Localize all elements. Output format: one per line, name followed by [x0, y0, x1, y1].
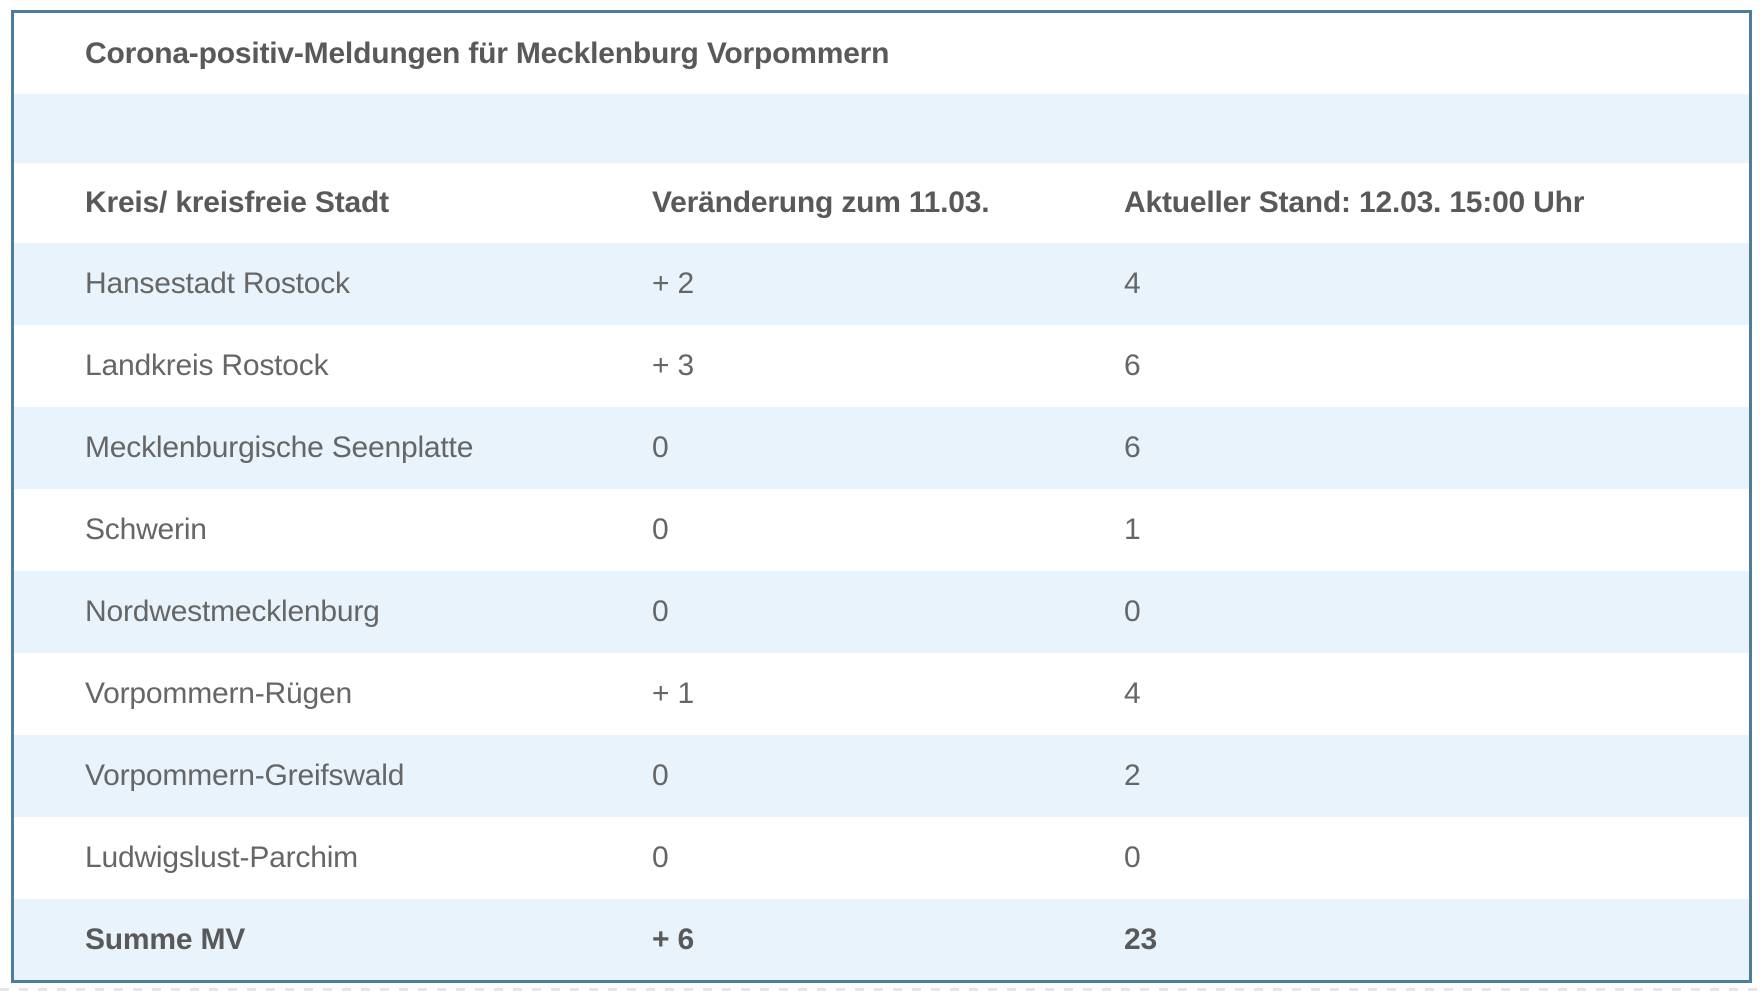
corona-table-panel: Corona-positiv-Meldungen für Mecklenburg…	[11, 10, 1752, 983]
cell-kreis: Hansestadt Rostock	[85, 267, 350, 300]
total-row: Summe MV + 6 23	[14, 899, 1750, 980]
header-row: Kreis/ kreisfreie Stadt Veränderung zum …	[14, 163, 1750, 243]
cell-kreis: Vorpommern-Rügen	[85, 677, 352, 710]
cell-kreis: Landkreis Rostock	[85, 349, 329, 382]
table-title-row: Corona-positiv-Meldungen für Mecklenburg…	[14, 13, 1750, 94]
table-row: Vorpommern-Greifswald 0 2	[14, 735, 1750, 817]
cell-veraenderung: 0	[652, 759, 669, 792]
total-veraenderung: + 6	[652, 922, 694, 956]
cell-kreis: Vorpommern-Greifswald	[85, 759, 405, 792]
table-row: Landkreis Rostock + 3 6	[14, 325, 1750, 407]
table-row: Mecklenburgische Seenplatte 0 6	[14, 407, 1750, 489]
column-header-veraenderung: Veränderung zum 11.03.	[652, 186, 990, 219]
cell-veraenderung: 0	[652, 595, 669, 628]
cell-veraenderung: 0	[652, 431, 669, 464]
cell-kreis: Schwerin	[85, 513, 207, 546]
total-stand: 23	[1124, 922, 1157, 956]
table-title: Corona-positiv-Meldungen für Mecklenburg…	[85, 36, 890, 70]
column-header-stand: Aktueller Stand: 12.03. 15:00 Uhr	[1124, 186, 1585, 219]
cell-veraenderung: 0	[652, 841, 669, 874]
cell-veraenderung: 0	[652, 513, 669, 546]
cell-stand: 6	[1124, 431, 1141, 464]
spacer-row	[14, 94, 1750, 163]
cell-stand: 2	[1124, 759, 1141, 792]
cell-stand: 1	[1124, 513, 1141, 546]
column-header-kreis: Kreis/ kreisfreie Stadt	[85, 186, 389, 219]
cell-veraenderung: + 1	[652, 677, 694, 710]
corona-table: Corona-positiv-Meldungen für Mecklenburg…	[14, 13, 1750, 980]
cell-veraenderung: + 2	[652, 267, 694, 300]
cell-kreis: Mecklenburgische Seenplatte	[85, 431, 474, 464]
table-row: Hansestadt Rostock + 2 4	[14, 243, 1750, 325]
table-row: Vorpommern-Rügen + 1 4	[14, 653, 1750, 735]
cell-stand: 0	[1124, 841, 1141, 874]
cell-kreis: Ludwigslust-Parchim	[85, 841, 358, 874]
spacer-cell	[14, 94, 1749, 163]
cell-stand: 6	[1124, 349, 1141, 382]
cutoff-dashed-divider	[0, 988, 1760, 991]
cell-stand: 4	[1124, 267, 1141, 300]
table-row: Ludwigslust-Parchim 0 0	[14, 817, 1750, 899]
cell-stand: 4	[1124, 677, 1141, 710]
cell-kreis: Nordwestmecklenburg	[85, 595, 380, 628]
cell-veraenderung: + 3	[652, 349, 694, 382]
cell-stand: 0	[1124, 595, 1141, 628]
total-label: Summe MV	[85, 922, 246, 956]
table-row: Schwerin 0 1	[14, 489, 1750, 571]
table-row: Nordwestmecklenburg 0 0	[14, 571, 1750, 653]
